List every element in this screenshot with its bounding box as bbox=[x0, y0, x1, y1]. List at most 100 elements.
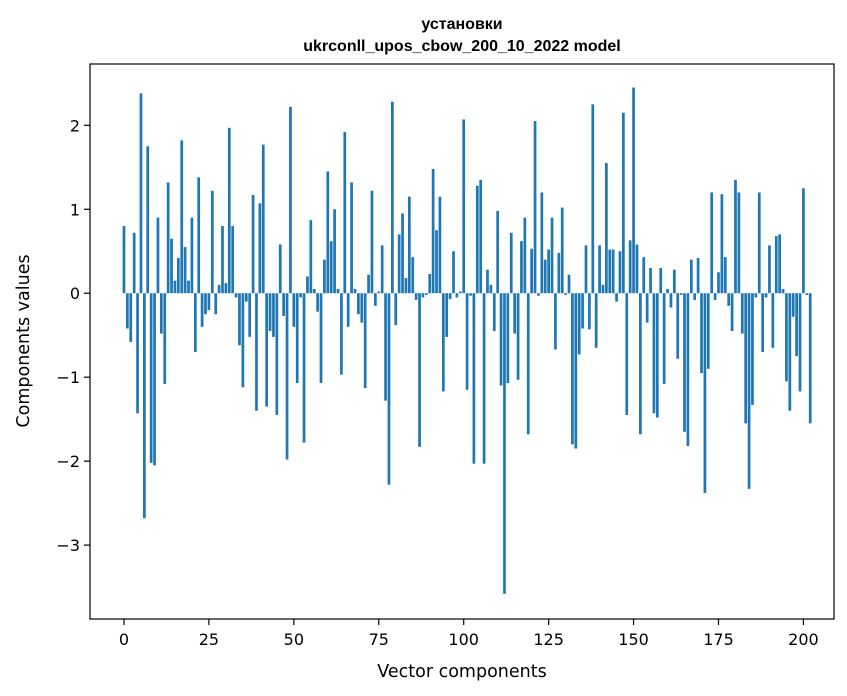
bar bbox=[686, 293, 690, 447]
bar bbox=[448, 293, 452, 300]
bar bbox=[499, 293, 503, 386]
bar bbox=[272, 293, 275, 337]
bar bbox=[441, 293, 445, 392]
bar bbox=[696, 257, 700, 294]
x-axis-ticks: 0 25 50 75 100 125 150 175 200 bbox=[119, 619, 819, 649]
bar bbox=[346, 293, 350, 327]
bar bbox=[204, 293, 207, 315]
bar bbox=[778, 234, 781, 294]
bar bbox=[740, 293, 744, 334]
bar bbox=[734, 179, 737, 294]
bar bbox=[639, 293, 642, 435]
bar bbox=[550, 217, 554, 294]
bar bbox=[200, 293, 204, 327]
bar bbox=[176, 257, 180, 294]
bar bbox=[319, 293, 323, 384]
y-tick-label: −2 bbox=[56, 452, 80, 471]
bar bbox=[503, 293, 506, 594]
y-axis-ticks: −3 −2 −1 0 1 2 bbox=[56, 116, 90, 555]
y-tick-label: −3 bbox=[56, 536, 80, 555]
bar bbox=[421, 293, 425, 298]
bar bbox=[791, 293, 795, 317]
bar bbox=[611, 249, 615, 294]
bar bbox=[166, 182, 170, 294]
chart-title-line1: установки bbox=[421, 16, 502, 33]
bar bbox=[377, 291, 381, 294]
bar bbox=[598, 245, 601, 294]
bar bbox=[210, 190, 214, 294]
y-tick-label: 0 bbox=[70, 284, 80, 303]
bar bbox=[475, 185, 479, 294]
bar bbox=[149, 293, 153, 463]
bar bbox=[710, 192, 714, 294]
bar bbox=[238, 293, 241, 346]
bar bbox=[357, 293, 360, 315]
bar bbox=[424, 293, 428, 295]
bar bbox=[126, 293, 129, 329]
bar bbox=[380, 245, 384, 294]
bar bbox=[360, 293, 364, 323]
bar bbox=[625, 293, 629, 415]
bar bbox=[717, 272, 720, 294]
bar bbox=[591, 104, 595, 294]
bar bbox=[520, 241, 523, 294]
bar bbox=[333, 209, 336, 294]
bar bbox=[394, 293, 398, 326]
bar bbox=[700, 293, 703, 373]
bar bbox=[180, 140, 184, 294]
bar bbox=[768, 245, 771, 294]
bar bbox=[353, 289, 357, 294]
bar bbox=[764, 293, 768, 298]
bar bbox=[163, 293, 167, 384]
bar bbox=[248, 293, 252, 337]
bar bbox=[635, 244, 639, 294]
bar bbox=[234, 293, 238, 298]
bar bbox=[588, 293, 591, 330]
bar bbox=[445, 293, 449, 337]
bar bbox=[159, 293, 163, 334]
bar bbox=[418, 293, 421, 447]
bar bbox=[401, 213, 404, 294]
bar bbox=[370, 190, 374, 294]
bar bbox=[723, 257, 727, 294]
bar bbox=[757, 192, 761, 294]
bar bbox=[506, 293, 510, 384]
bar bbox=[431, 168, 435, 294]
bar bbox=[465, 293, 469, 390]
bar bbox=[472, 293, 476, 464]
bar bbox=[533, 121, 537, 294]
bar bbox=[343, 132, 347, 294]
bar bbox=[530, 248, 533, 294]
bar bbox=[265, 293, 269, 407]
bar bbox=[404, 278, 408, 294]
x-tick-label: 150 bbox=[618, 630, 649, 649]
bar bbox=[774, 236, 778, 294]
bar bbox=[554, 293, 557, 350]
bar bbox=[659, 268, 663, 294]
y-axis-label: Components values bbox=[14, 254, 34, 427]
bar bbox=[642, 257, 646, 294]
bar bbox=[323, 259, 326, 294]
bar bbox=[384, 293, 387, 401]
bar bbox=[645, 293, 649, 323]
bar bbox=[258, 203, 262, 294]
bar bbox=[622, 112, 625, 294]
bar bbox=[720, 194, 724, 294]
bar bbox=[526, 293, 530, 435]
bar bbox=[662, 293, 666, 384]
bar bbox=[649, 268, 652, 294]
bar bbox=[567, 274, 571, 294]
bar bbox=[785, 293, 788, 382]
bar bbox=[489, 284, 493, 294]
bar bbox=[581, 293, 584, 329]
bar bbox=[292, 293, 296, 327]
bar bbox=[689, 259, 693, 294]
bar bbox=[438, 196, 442, 294]
bar bbox=[227, 127, 231, 294]
bar bbox=[482, 293, 486, 464]
bar bbox=[452, 251, 455, 294]
bar bbox=[496, 210, 500, 294]
bar bbox=[523, 217, 527, 294]
bar bbox=[676, 293, 680, 359]
bar bbox=[261, 144, 265, 294]
